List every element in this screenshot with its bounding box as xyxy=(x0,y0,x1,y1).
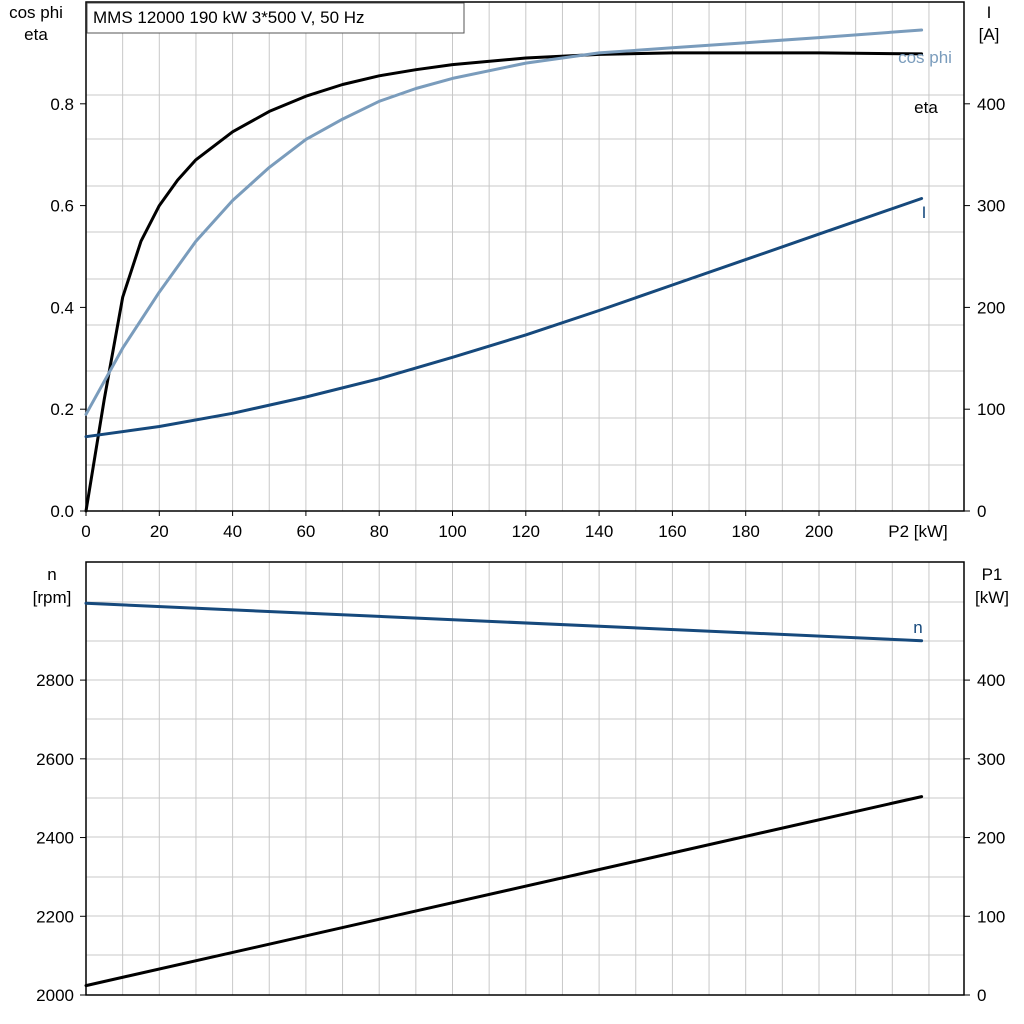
right-tick-label: 100 xyxy=(977,907,1005,926)
x-tick-label: 60 xyxy=(296,522,315,541)
top-grid xyxy=(86,2,964,511)
bottom-series xyxy=(84,601,924,988)
left-tick-label: 0.6 xyxy=(50,197,74,216)
top-panel: 0 20 40 60 80 100 120 140 160 180 200 0.0 0.2 0.4 0.6… xyxy=(9,1,1005,541)
chart-title: MMS 12000 190 kW 3*500 V, 50 Hz xyxy=(93,8,365,27)
x-tick-label: 100 xyxy=(438,522,466,541)
bottom-right-axis-label-line1: P1 xyxy=(982,565,1003,584)
right-tick-label: 400 xyxy=(977,671,1005,690)
right-tick-label: 200 xyxy=(977,298,1005,317)
title-box xyxy=(86,2,465,34)
x-tick-label: 80 xyxy=(370,522,389,541)
x-tick-label: 120 xyxy=(512,522,540,541)
top-right-tick-labels: 0 100 200 300 400 xyxy=(964,95,1005,521)
series-line-power-p1 xyxy=(84,795,924,988)
left-tick-label: 2200 xyxy=(36,907,74,926)
top-x-axis-label: P2 [kW] xyxy=(888,522,948,541)
right-tick-label: 0 xyxy=(977,986,986,1005)
speed-series-label: n xyxy=(913,618,922,637)
right-tick-label: 100 xyxy=(977,400,1005,419)
top-plot-frame xyxy=(85,1,965,512)
series-line-i xyxy=(84,197,924,439)
current-series-label: I xyxy=(922,203,927,222)
series-line-eta xyxy=(84,51,924,513)
cos-phi-series-label: cos phi xyxy=(898,48,952,67)
left-tick-label: 0.2 xyxy=(50,400,74,419)
x-tick-label: 140 xyxy=(585,522,613,541)
bottom-panel: 2000 2200 2400 2600 2800 0 100 200 300 400 n [rp… xyxy=(33,561,1009,1005)
left-tick-label: 0.4 xyxy=(50,298,74,317)
left-tick-label: 2400 xyxy=(36,829,74,848)
bottom-left-tick-labels: 2000 2200 2400 2600 2800 xyxy=(36,671,86,1005)
bottom-right-axis-label-line2: [kW] xyxy=(975,588,1009,607)
x-tick-label: 160 xyxy=(658,522,686,541)
top-x-tick-labels: 0 20 40 60 80 100 120 140 160 180 200 xyxy=(81,511,833,541)
bottom-right-tick-labels: 0 100 200 300 400 xyxy=(964,671,1005,1005)
right-tick-label: 300 xyxy=(977,197,1005,216)
bottom-left-axis-label-line1: n xyxy=(47,565,56,584)
top-left-tick-labels: 0.0 0.2 0.4 0.6 0.8 xyxy=(50,95,86,521)
bottom-plot-frame xyxy=(85,561,965,996)
eta-series-label: eta xyxy=(914,98,938,117)
top-right-axis-label-line2: [A] xyxy=(979,25,1000,44)
left-tick-label: 2800 xyxy=(36,671,74,690)
series-line-n xyxy=(84,601,924,643)
top-right-axis-label-line1: I xyxy=(987,3,992,22)
bottom-left-axis-label-line2: [rpm] xyxy=(33,588,72,607)
x-tick-label: 180 xyxy=(732,522,760,541)
x-tick-label: 20 xyxy=(150,522,169,541)
right-tick-label: 400 xyxy=(977,95,1005,114)
top-left-axis-label-line1: cos phi xyxy=(9,3,63,22)
right-tick-label: 300 xyxy=(977,750,1005,769)
x-tick-label: 0 xyxy=(81,522,90,541)
right-tick-label: 0 xyxy=(977,502,986,521)
x-tick-label: 200 xyxy=(805,522,833,541)
left-tick-label: 2600 xyxy=(36,750,74,769)
top-series xyxy=(84,28,924,513)
right-tick-label: 200 xyxy=(977,829,1005,848)
left-tick-label: 2000 xyxy=(36,986,74,1005)
x-tick-label: 40 xyxy=(223,522,242,541)
top-left-axis-label-line2: eta xyxy=(24,25,48,44)
left-tick-label: 0.8 xyxy=(50,95,74,114)
left-tick-label: 0.0 xyxy=(50,502,74,521)
series-line-cos-phi xyxy=(84,28,924,416)
